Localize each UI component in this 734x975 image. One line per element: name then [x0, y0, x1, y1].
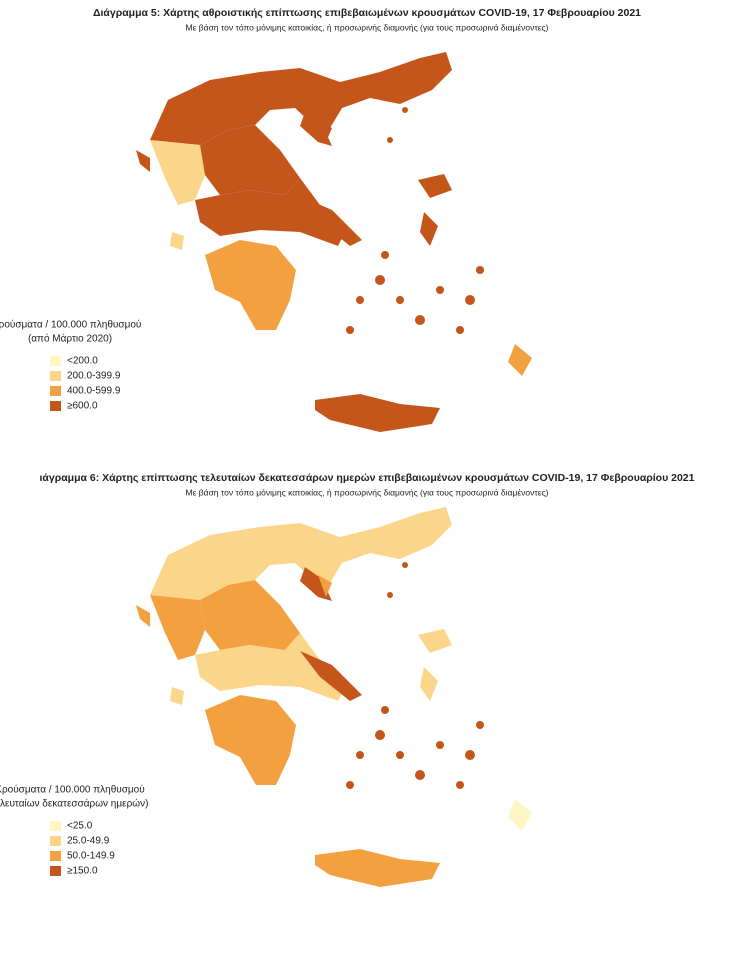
legend-label: 400.0-599.9	[67, 386, 121, 397]
legends: ρούσματα / 100.000 πληθυσμού (από Μάρτιο …	[0, 319, 148, 877]
legend-title: τελευταίων δεκατεσσάρων ημερών)	[0, 798, 148, 810]
legend-swatch	[50, 851, 61, 861]
greece-map	[136, 52, 532, 432]
legend-label: 25.0-49.9	[67, 836, 110, 847]
legend-title: (από Μάρτιο 2020)	[28, 333, 112, 345]
legend-swatch	[50, 356, 61, 366]
legend-label: 200.0-399.9	[67, 371, 121, 382]
map-title: Διάγραμμα 5: Χάρτης αθροιστικής επίπτωση…	[93, 7, 641, 19]
legend-title: ρούσματα / 100.000 πληθυσμού	[0, 319, 141, 331]
legend-swatch	[50, 821, 61, 831]
greece-map	[136, 507, 532, 887]
legend-label: ≥600.0	[67, 401, 98, 412]
legend-title: Κρούσματα / 100.000 πληθυσμού	[0, 784, 145, 796]
legend-swatch	[50, 401, 61, 411]
legend-swatch	[50, 866, 61, 876]
legend-label: 50.0-149.9	[67, 851, 115, 862]
legend-label: <25.0	[67, 821, 93, 832]
map-title: ιάγραμμα 6: Χάρτης επίπτωσης τελευταίων …	[40, 472, 695, 484]
map-subtitle: Με βάση τον τόπο μόνιμης κατοικίας, ή πρ…	[186, 22, 549, 32]
legend-label: ≥150.0	[67, 866, 98, 877]
legend-swatch	[50, 836, 61, 846]
map-subtitle: Με βάση τον τόπο μόνιμης κατοικίας, ή πρ…	[186, 487, 549, 497]
legend-label: <200.0	[67, 356, 98, 367]
legend-swatch	[50, 386, 61, 396]
legend-swatch	[50, 371, 61, 381]
